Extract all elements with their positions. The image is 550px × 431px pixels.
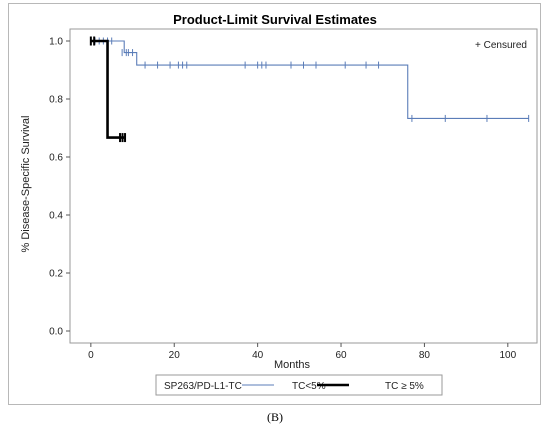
series-line-tc-ge-5 <box>90 39 125 139</box>
y-tick-label: 1.0 <box>49 37 63 48</box>
figure-caption: (B) <box>267 410 283 424</box>
legend-label-tc-lt-5: TC<5% <box>292 381 326 392</box>
x-tick-label: 20 <box>169 350 181 361</box>
legend-title: SP263/PD-L1-TC <box>164 381 242 392</box>
y-tick-label: 0.0 <box>49 327 63 338</box>
x-tick-label: 40 <box>252 350 264 361</box>
chart-title: Product-Limit Survival Estimates <box>173 12 377 27</box>
legend-label-tc-ge-5: TC ≥ 5% <box>385 381 424 392</box>
y-tick-label: 0.6 <box>49 153 63 164</box>
censored-inset-legend: + Censured <box>475 40 527 51</box>
x-tick-label: 0 <box>88 350 94 361</box>
series-line-tc-lt-5 <box>90 40 529 119</box>
y-axis-label: % Disease-Specific Survival <box>20 116 32 253</box>
y-tick-label: 0.4 <box>49 211 63 222</box>
x-tick-label: 60 <box>335 350 347 361</box>
x-axis-label: Months <box>274 359 311 371</box>
legend-box <box>155 374 443 396</box>
x-tick-label: 100 <box>499 350 516 361</box>
y-tick-label: 0.8 <box>49 95 63 106</box>
y-tick-label: 0.2 <box>49 269 63 280</box>
survival-chart: Product-Limit Survival Estimates 0 20 40 60… <box>20 12 538 396</box>
plot-area <box>69 28 538 344</box>
chart-frame: Product-Limit Survival Estimates 0 20 40 60… <box>8 3 541 405</box>
x-tick-label: 80 <box>419 350 431 361</box>
